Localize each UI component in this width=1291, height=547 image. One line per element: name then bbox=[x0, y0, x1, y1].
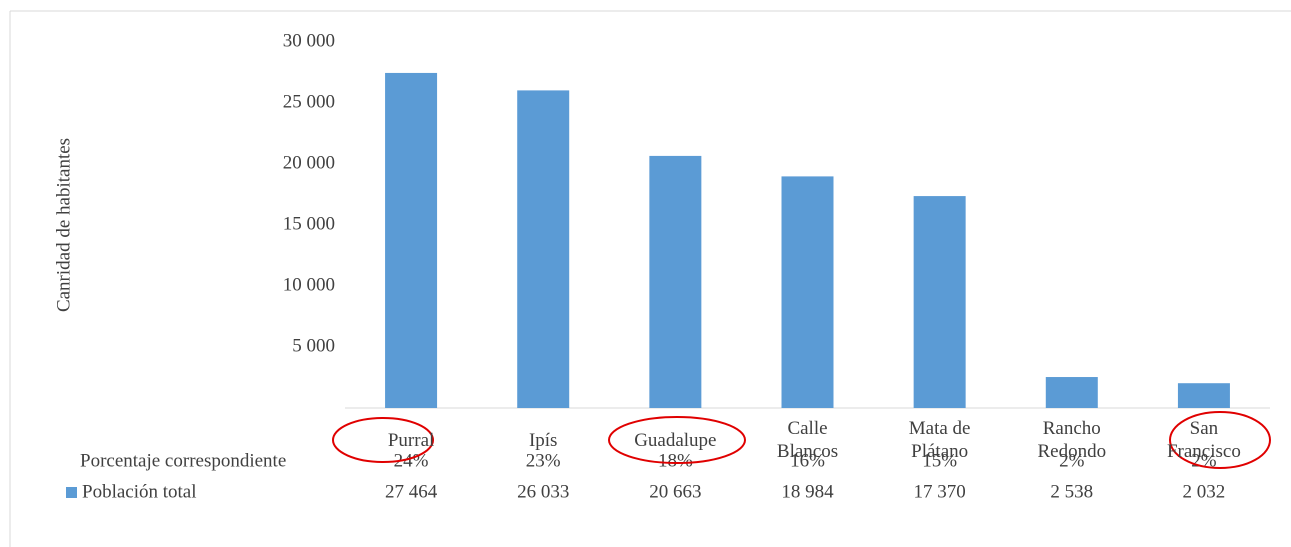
x-tick-label: Purral bbox=[387, 429, 435, 451]
x-tick-label: Rancho Redondo bbox=[1037, 418, 1107, 462]
y-axis-title: Canridad de habitantes bbox=[53, 138, 74, 312]
table-percent: 2% bbox=[1059, 450, 1085, 471]
bar bbox=[385, 72, 438, 408]
table-percent: 18% bbox=[658, 450, 693, 471]
x-tick-label: Ipís bbox=[528, 429, 558, 451]
y-tick-label: 30 000 bbox=[283, 30, 335, 51]
x-tick-label: Calle Blancos bbox=[776, 418, 839, 462]
legend-swatch bbox=[66, 487, 77, 498]
table-value: 2 538 bbox=[1050, 481, 1093, 502]
bar bbox=[1177, 383, 1230, 408]
bar bbox=[913, 196, 966, 408]
y-tick-label: 10 000 bbox=[283, 274, 335, 295]
table-percent: 16% bbox=[790, 450, 825, 471]
highlight-circle bbox=[608, 416, 746, 464]
x-tick-label: San Francisco bbox=[1166, 418, 1241, 462]
table-percent: 23% bbox=[526, 450, 561, 471]
table-value: 20 663 bbox=[649, 481, 701, 502]
table-value: 27 464 bbox=[385, 481, 438, 502]
table-percent: 15% bbox=[922, 450, 957, 471]
table-value: 26 033 bbox=[517, 481, 569, 502]
highlight-circle bbox=[332, 417, 434, 463]
bar bbox=[781, 176, 834, 408]
bar bbox=[1045, 377, 1098, 408]
y-tick-label: 5 000 bbox=[292, 335, 335, 356]
x-tick-label: Guadalupe bbox=[634, 429, 717, 451]
table-value: 18 984 bbox=[781, 481, 834, 502]
row-label: Porcentaje correspondiente bbox=[80, 450, 286, 471]
x-tick-label: Mata de Plátano bbox=[908, 418, 971, 462]
y-tick-label: 20 000 bbox=[283, 152, 335, 173]
table-value: 2 032 bbox=[1183, 481, 1226, 502]
y-tick-label: 25 000 bbox=[283, 91, 335, 112]
legend-label: Población total bbox=[82, 481, 197, 502]
bar bbox=[517, 90, 570, 408]
table-value: 17 370 bbox=[914, 481, 966, 502]
highlight-circle bbox=[1169, 411, 1271, 469]
y-tick-label: 15 000 bbox=[283, 213, 335, 234]
bar bbox=[649, 155, 702, 408]
